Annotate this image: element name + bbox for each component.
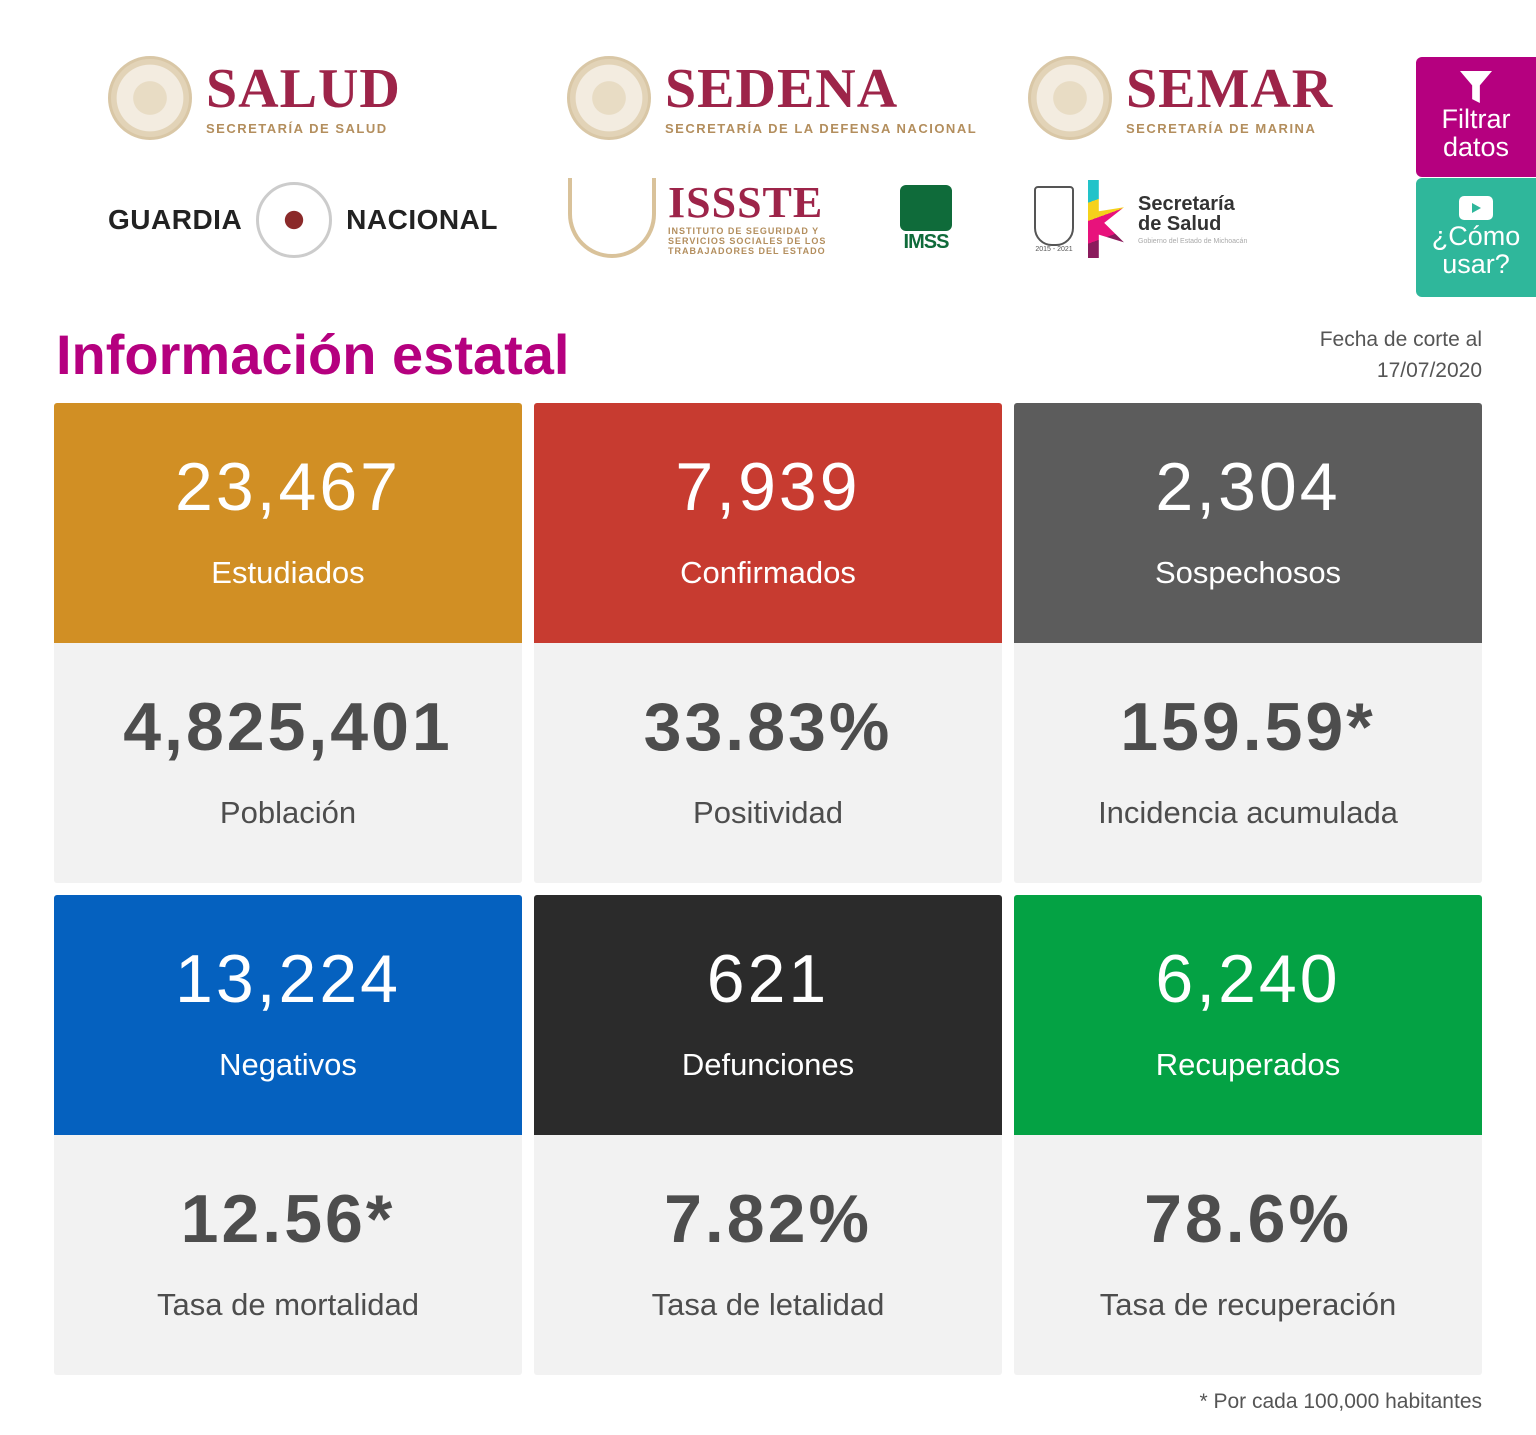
stat-label: Población (219, 795, 357, 830)
logo-title: SALUD (206, 57, 401, 120)
stat-value: 4,825,401 (123, 689, 453, 765)
logo-title: ISSSTE (668, 178, 824, 227)
stat-value: 7.82% (664, 1181, 872, 1257)
k-logo-icon (1088, 180, 1124, 258)
logo-subtitle: SECRETARÍA DE LA DEFENSA NACIONAL (665, 120, 978, 136)
logo-text: NACIONAL (346, 204, 498, 235)
logo-subtitle: SECRETARÍA DE SALUD (206, 120, 388, 136)
michoacan-salud-logo: 2015 - 2021 Secretaría de Salud Gobierno… (1034, 180, 1247, 258)
imss-emblem-icon (900, 185, 952, 231)
stat-label: Negativos (219, 1047, 357, 1082)
semar-logo: SEMAR SECRETARÍA DE MARINA (1028, 56, 1333, 140)
footnote: * Por cada 100,000 habitantes (1199, 1390, 1482, 1413)
stat-label: Tasa de letalidad (651, 1287, 885, 1322)
logo-subtitle: Gobierno del Estado de Michoacán (1138, 237, 1248, 245)
hands-icon (568, 178, 656, 258)
stat-label: Recuperados (1155, 1047, 1341, 1082)
coat-of-arms-icon (1028, 56, 1112, 140)
stat-label: Incidencia acumulada (1098, 795, 1398, 830)
coat-of-arms-icon (108, 56, 192, 140)
state-shield-icon (1034, 185, 1074, 246)
stat-label: Defunciones (681, 1047, 855, 1082)
stat-label: Estudiados (211, 555, 365, 590)
coat-of-arms-icon (567, 56, 651, 140)
logo-years: 2015 - 2021 (1035, 245, 1073, 253)
stat-value: 2,304 (1155, 449, 1341, 525)
stat-label: Positividad (693, 795, 843, 830)
stat-value: 13,224 (175, 941, 401, 1017)
filter-label: Filtrar datos (1441, 104, 1511, 162)
stat-card-defunciones: 621 Defunciones (534, 895, 1002, 1135)
eagle-seal-icon (256, 182, 333, 258)
stat-card-sospechosos: 2,304 Sospechosos (1014, 403, 1482, 643)
stat-card-negativos: 13,224 Negativos (54, 895, 522, 1135)
logo-subtitle: SECRETARÍA DE MARINA (1126, 120, 1317, 136)
stat-card-confirmados: 7,939 Confirmados (534, 403, 1002, 643)
logo-title: de Salud (1138, 212, 1222, 235)
stat-card-tasa-de-mortalidad: 12.56* Tasa de mortalidad (54, 1135, 522, 1375)
logo-text: GUARDIA (108, 204, 243, 235)
stat-card-recuperados: 6,240 Recuperados (1014, 895, 1482, 1135)
logo-title: Secretaría (1138, 192, 1235, 215)
stat-label: Confirmados (680, 555, 856, 590)
how-to-use-button[interactable]: ¿Cómo usar? (1416, 178, 1536, 297)
date-value: 17/07/2020 (1376, 359, 1482, 382)
stat-card-tasa-de-recuperaci-n: 78.6% Tasa de recuperación (1014, 1135, 1482, 1375)
imss-logo: IMSS (900, 185, 952, 254)
sedena-logo: SEDENA SECRETARÍA DE LA DEFENSA NACIONAL (567, 56, 977, 140)
stat-card-tasa-de-letalidad: 7.82% Tasa de letalidad (534, 1135, 1002, 1375)
stat-value: 23,467 (175, 449, 401, 525)
play-icon (1459, 196, 1493, 220)
stat-value: 159.59* (1120, 689, 1376, 765)
stat-value: 78.6% (1144, 1181, 1352, 1257)
stat-value: 621 (706, 941, 830, 1017)
stat-label: Sospechosos (1154, 555, 1342, 590)
stat-label: Tasa de mortalidad (157, 1287, 419, 1322)
guardia-nacional-logo: GUARDIA NACIONAL (108, 182, 498, 258)
stat-value: 7,939 (675, 449, 861, 525)
stat-value: 12.56* (180, 1181, 396, 1257)
logo-title: IMSS (903, 231, 950, 253)
stat-card-poblaci-n: 4,825,401 Población (54, 643, 522, 883)
filter-data-button[interactable]: Filtrar datos (1416, 57, 1536, 177)
stat-card-incidencia-acumulada: 159.59* Incidencia acumulada (1014, 643, 1482, 883)
logo-title: SEMAR (1126, 57, 1334, 120)
stat-value: 33.83% (643, 689, 893, 765)
logo-subtitle: INSTITUTO DE SEGURIDAD Y SERVICIOS SOCIA… (668, 226, 827, 256)
date-label: Fecha de corte al (1319, 328, 1482, 351)
cutoff-date: Fecha de corte al 17/07/2020 (1320, 324, 1482, 386)
how-to-label: ¿Cómo usar? (1431, 221, 1521, 279)
salud-logo: SALUD SECRETARÍA DE SALUD (108, 56, 401, 140)
logo-title: SEDENA (665, 57, 899, 120)
funnel-icon (1460, 71, 1492, 103)
page-title: Información estatal (56, 323, 570, 386)
stat-card-positividad: 33.83% Positividad (534, 643, 1002, 883)
stat-card-estudiados: 23,467 Estudiados (54, 403, 522, 643)
issste-logo: ISSSTE INSTITUTO DE SEGURIDAD Y SERVICIO… (568, 178, 838, 258)
stat-value: 6,240 (1155, 941, 1341, 1017)
stat-label: Tasa de recuperación (1099, 1287, 1397, 1322)
